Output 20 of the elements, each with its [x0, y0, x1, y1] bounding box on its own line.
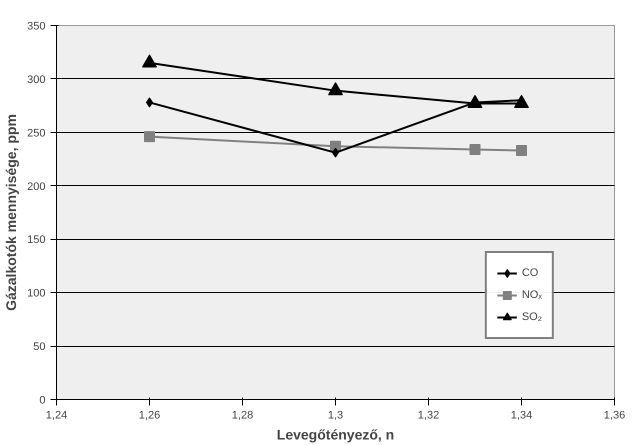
x-tick-label: 1,28	[232, 410, 254, 422]
x-axis-title: Levegőtényező, n	[276, 426, 394, 442]
y-tick-label: 300	[27, 74, 46, 86]
x-tick-label: 1,36	[604, 410, 626, 422]
legend-label: NOₓ	[522, 289, 542, 301]
legend-label: SO₂	[522, 311, 542, 323]
x-tick-label: 1,26	[138, 410, 160, 422]
x-tick-label: 1,24	[46, 410, 68, 422]
y-axis-title: Gázalkotók mennyisége, ppm	[3, 114, 20, 311]
y-tick-label: 200	[27, 180, 46, 193]
legend-label: CO	[522, 267, 540, 279]
y-tick-label: 0	[39, 394, 46, 406]
y-tick-label: 250	[27, 127, 46, 140]
y-tick-label: 100	[27, 288, 46, 300]
x-tick-label: 1,32	[418, 410, 440, 422]
y-tick-label: 150	[27, 234, 46, 246]
x-tick-label: 1,3	[328, 410, 344, 422]
x-tick-label: 1,34	[510, 410, 532, 422]
y-tick-label: 50	[33, 341, 46, 354]
y-tick-label: 350	[27, 20, 46, 32]
